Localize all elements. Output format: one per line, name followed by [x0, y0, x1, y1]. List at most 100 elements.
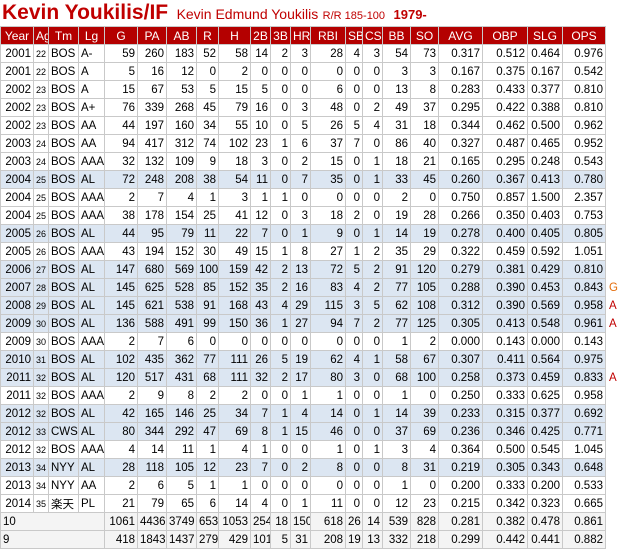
cell: 2	[270, 278, 291, 297]
cell: 2004	[0, 188, 34, 207]
cell: 115	[310, 296, 346, 315]
cell: 7	[250, 224, 271, 243]
cell: BOS	[48, 350, 79, 369]
cell: AL	[78, 278, 105, 297]
cell: 0.976	[562, 44, 606, 63]
cell: 0	[410, 386, 439, 405]
cell: 21	[104, 494, 138, 513]
cell: 29	[410, 242, 439, 261]
cell: 3	[345, 296, 363, 315]
cell: 54	[382, 44, 411, 63]
cell: 111	[218, 350, 251, 369]
cell: 0.411	[482, 350, 528, 369]
cell: 2010	[0, 350, 34, 369]
cell: 0.000	[527, 332, 563, 351]
cell: 0	[362, 368, 383, 387]
cell: 79	[166, 224, 197, 243]
cell: 1	[382, 386, 411, 405]
cell: 0	[310, 476, 346, 495]
cell: BOS	[48, 206, 79, 225]
cell: 0	[196, 62, 219, 81]
cell: 15	[290, 422, 311, 441]
cell: 0.462	[482, 116, 528, 135]
cell: 69	[218, 422, 251, 441]
cell: 3	[382, 62, 411, 81]
cell: 19	[290, 350, 311, 369]
award	[605, 422, 618, 441]
column-header: SO	[410, 26, 439, 45]
cell: A+	[78, 98, 105, 117]
cell: 18	[270, 512, 291, 531]
cell: 52	[196, 44, 219, 63]
cell: 4	[345, 44, 363, 63]
column-header: BB	[382, 26, 411, 45]
cell: AL	[78, 422, 105, 441]
cell: 0	[345, 422, 363, 441]
cell: 0	[345, 152, 363, 171]
cell: 0	[250, 62, 271, 81]
award	[605, 476, 618, 495]
cell: 0	[270, 62, 291, 81]
cell: 24	[33, 134, 49, 153]
award	[605, 494, 618, 513]
cell: 14	[362, 512, 383, 531]
cell: 62	[382, 296, 411, 315]
column-header: AVG	[438, 26, 483, 45]
cell: AAA	[78, 152, 105, 171]
cell: AAA	[78, 332, 105, 351]
cell: 77	[196, 350, 219, 369]
cell: 0.692	[562, 404, 606, 423]
cell: 22	[218, 224, 251, 243]
cell: 0.260	[438, 170, 483, 189]
stat-row: 2004 25 BOS AAA 38 178 154 25 41 12 0 3 18 2 0 19 28 0.26…	[0, 206, 618, 225]
cell: 0	[196, 332, 219, 351]
cell: 0	[250, 332, 271, 351]
cell: 3	[290, 98, 311, 117]
cell: 59	[104, 44, 138, 63]
cell: 0.958	[562, 386, 606, 405]
cell: 13	[290, 260, 311, 279]
cell: 26	[33, 242, 49, 261]
cell: 0	[345, 440, 363, 459]
cell: 254	[250, 512, 271, 531]
stat-row: 2009 30 BOS AL 136 588 491 99 150 36 1 27 94 7 2 77 125 0…	[0, 314, 618, 333]
cell: 292	[166, 422, 197, 441]
cell: 2007	[0, 278, 34, 297]
stat-row: 2013 34 NYY AA 2 6 5 1 1 0 0 0 0 0 0 1 0 0.200 0.333 0.200 0…	[0, 476, 618, 495]
cell: 528	[166, 278, 197, 297]
cell: 0.952	[562, 134, 606, 153]
cell: 28	[33, 278, 49, 297]
award	[605, 350, 618, 369]
cell: 2	[362, 278, 383, 297]
cell: 37	[382, 422, 411, 441]
cell: 4	[410, 440, 439, 459]
cell: 74	[196, 134, 219, 153]
cell: 0	[362, 188, 383, 207]
cell: 0	[270, 476, 291, 495]
cell: 1061	[104, 512, 138, 531]
cell: BOS	[48, 152, 79, 171]
cell: AL	[78, 296, 105, 315]
cell: 55	[218, 116, 251, 135]
cell: 23	[218, 458, 251, 477]
cell: 0.364	[438, 440, 483, 459]
cell: 2	[362, 314, 383, 333]
cell: 0.200	[527, 476, 563, 495]
column-header: SLG	[527, 26, 563, 45]
cell: 72	[104, 170, 138, 189]
cell: 168	[218, 296, 251, 315]
cell: 2004	[0, 170, 34, 189]
cell: 40	[410, 134, 439, 153]
cell: 6	[290, 134, 311, 153]
cell: AA	[78, 134, 105, 153]
cell: 0.200	[438, 476, 483, 495]
cell: 0.487	[482, 134, 528, 153]
cell: 0.377	[527, 80, 563, 99]
cell: 1843	[137, 530, 167, 549]
cell: 68	[196, 368, 219, 387]
cell: 0.167	[438, 62, 483, 81]
cell: 8	[250, 422, 271, 441]
cell: 2	[290, 458, 311, 477]
cell: 25	[33, 188, 49, 207]
cell: 429	[218, 530, 251, 549]
